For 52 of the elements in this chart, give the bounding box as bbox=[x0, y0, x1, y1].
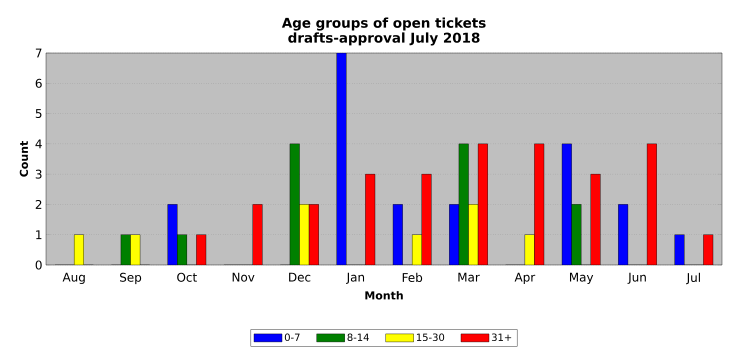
y-tick-label: 6 bbox=[36, 78, 42, 88]
bar bbox=[449, 204, 460, 265]
bar bbox=[703, 234, 714, 265]
chart-title: Age groups of open tickets drafts-approval July 2018 bbox=[282, 17, 486, 46]
y-tick-label: 2 bbox=[36, 200, 42, 209]
x-tick-label: Aug bbox=[62, 272, 85, 284]
bar bbox=[572, 204, 582, 265]
bar bbox=[618, 204, 628, 265]
bar bbox=[365, 174, 376, 265]
legend-label: 0-7 bbox=[284, 333, 300, 342]
x-tick-label: Feb bbox=[402, 272, 422, 282]
bar bbox=[196, 234, 206, 265]
bar bbox=[646, 144, 657, 265]
y-tick-label: 5 bbox=[36, 109, 42, 118]
x-axis-title: Month bbox=[365, 291, 403, 300]
x-tick-label: Sep bbox=[120, 272, 142, 284]
bar bbox=[590, 174, 600, 265]
legend-label: 15-30 bbox=[416, 333, 444, 342]
x-tick-label: Jun bbox=[628, 272, 646, 284]
bar bbox=[674, 234, 684, 265]
bar bbox=[562, 144, 572, 265]
x-tick-label: Nov bbox=[232, 272, 254, 282]
x-tick-label: Dec bbox=[289, 272, 310, 282]
bar bbox=[252, 204, 263, 265]
x-tick-label: Jul bbox=[686, 272, 700, 284]
x-tick-label: Mar bbox=[458, 272, 480, 282]
y-tick-label: 4 bbox=[35, 139, 42, 148]
y-tick-label: 0 bbox=[36, 260, 42, 270]
bar bbox=[534, 144, 544, 265]
y-tick-label: 7 bbox=[36, 48, 42, 58]
x-tick-label: Apr bbox=[514, 272, 536, 284]
bar bbox=[177, 234, 188, 265]
y-tick-label: 3 bbox=[36, 170, 42, 179]
x-tick-label: May bbox=[570, 272, 594, 284]
bar bbox=[308, 204, 319, 265]
bar bbox=[336, 53, 346, 265]
bar bbox=[130, 234, 140, 265]
bar bbox=[167, 204, 178, 265]
legend-label: 8-14 bbox=[348, 333, 369, 342]
y-axis-title: Count bbox=[20, 141, 28, 177]
bar bbox=[478, 144, 488, 265]
bar bbox=[299, 204, 310, 265]
bar bbox=[468, 204, 478, 265]
x-tick-label: Oct bbox=[177, 272, 197, 282]
bar bbox=[412, 234, 422, 265]
y-tick-label: 1 bbox=[36, 230, 42, 240]
bar bbox=[524, 234, 535, 265]
x-tick-label: Jan bbox=[346, 272, 364, 284]
legend-label: 31+ bbox=[492, 333, 512, 342]
bar bbox=[422, 174, 432, 265]
bar bbox=[392, 204, 403, 265]
bar bbox=[74, 234, 84, 265]
